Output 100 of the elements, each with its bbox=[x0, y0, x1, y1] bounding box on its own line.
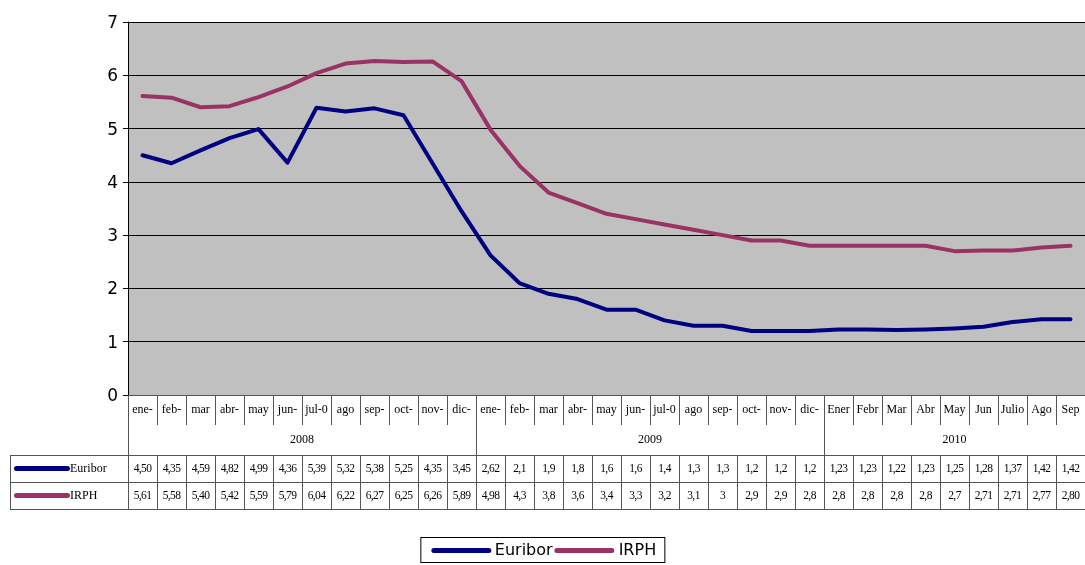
y-tick-label: 7 bbox=[107, 12, 118, 32]
data-label: 1,37 bbox=[1002, 461, 1023, 476]
x-tick-label: Ener bbox=[827, 402, 850, 416]
data-label: 4,35 bbox=[161, 461, 182, 476]
data-label: 1,2 bbox=[744, 461, 759, 476]
x-tick-label: Julio bbox=[1000, 402, 1025, 416]
y-tick-label: 2 bbox=[107, 278, 118, 299]
data-label: 3,1 bbox=[686, 488, 701, 503]
data-label: 2,80 bbox=[1060, 488, 1081, 503]
data-label: 3,3 bbox=[628, 488, 643, 503]
y-tick-label: 4 bbox=[107, 171, 118, 192]
data-label: 3,8 bbox=[541, 488, 556, 503]
x-tick-label: nov- bbox=[421, 402, 444, 416]
x-tick-label: Jun bbox=[975, 402, 992, 416]
data-label: 4,50 bbox=[132, 461, 153, 476]
x-tick-label: ene- bbox=[480, 402, 501, 416]
y-tick-label: 6 bbox=[107, 65, 118, 86]
data-label: 4,82 bbox=[219, 461, 240, 476]
data-label: 1,2 bbox=[802, 461, 817, 476]
data-label: 6,25 bbox=[393, 488, 414, 503]
data-label: 1,9 bbox=[541, 461, 556, 476]
x-tick-label: Febr bbox=[856, 402, 879, 416]
data-label: 5,42 bbox=[219, 488, 240, 503]
data-label: 3,6 bbox=[570, 488, 585, 503]
data-label: 4,59 bbox=[190, 461, 211, 476]
x-tick-label: jul-0 bbox=[304, 402, 328, 416]
data-label: 1,42 bbox=[1060, 461, 1081, 476]
data-label: 1,8 bbox=[570, 461, 585, 476]
data-label: 3,4 bbox=[599, 488, 615, 503]
data-label: 5,59 bbox=[248, 488, 269, 503]
data-label: 4,99 bbox=[248, 461, 269, 476]
x-tick-label: nov- bbox=[769, 402, 792, 416]
data-label: 1,28 bbox=[973, 461, 994, 476]
x-tick-label: oct- bbox=[742, 402, 761, 416]
x-tick-label: dic- bbox=[452, 402, 471, 416]
data-label: 3,45 bbox=[451, 461, 472, 476]
x-tick-label: jun- bbox=[276, 402, 298, 416]
data-label: 5,58 bbox=[161, 488, 182, 503]
data-label: 1,2 bbox=[773, 461, 788, 476]
x-tick-label: oct- bbox=[394, 402, 413, 416]
data-label: 2,8 bbox=[889, 488, 904, 503]
legend-label: Euribor bbox=[70, 460, 108, 477]
text: 2010 bbox=[941, 431, 968, 448]
data-label: 5,38 bbox=[364, 461, 385, 476]
text: IRPH bbox=[618, 540, 657, 559]
data-label: 3 bbox=[718, 488, 727, 503]
y-tick-label: 5 bbox=[107, 118, 118, 139]
data-label: 1,4 bbox=[657, 461, 673, 476]
x-tick-label: may bbox=[596, 402, 617, 416]
data-label: 1,42 bbox=[1031, 461, 1052, 476]
data-label: 6,26 bbox=[422, 488, 443, 503]
x-tick-label: abr- bbox=[567, 402, 588, 416]
x-tick-label: jun- bbox=[624, 402, 646, 416]
data-label: 2,9 bbox=[773, 488, 788, 503]
x-tick-label: Mar bbox=[886, 402, 907, 416]
data-label: 2,71 bbox=[1002, 488, 1023, 503]
data-label: 1,23 bbox=[828, 461, 849, 476]
data-label: 6,27 bbox=[364, 488, 385, 503]
data-label: 6,22 bbox=[335, 488, 356, 503]
data-label: 5,25 bbox=[393, 461, 414, 476]
x-tick-label: ago bbox=[684, 402, 703, 416]
x-tick-label: dic- bbox=[800, 402, 819, 416]
data-label: 4,35 bbox=[422, 461, 443, 476]
text: Euribor bbox=[494, 540, 553, 559]
legend-label: IRPH bbox=[70, 487, 99, 504]
x-tick-label: abr- bbox=[219, 402, 240, 416]
data-label: 2,8 bbox=[918, 488, 933, 503]
data-label: 2,9 bbox=[744, 488, 759, 503]
y-tick-label: 1 bbox=[107, 331, 118, 352]
x-tick-label: feb- bbox=[509, 402, 530, 416]
y-tick-label: 3 bbox=[107, 225, 118, 246]
data-label: 2,62 bbox=[480, 461, 501, 476]
data-label: 4,3 bbox=[512, 488, 527, 503]
line-series bbox=[140, 105, 1073, 334]
text: 2009 bbox=[637, 431, 663, 448]
data-label: 2,8 bbox=[802, 488, 817, 503]
data-label: 5,61 bbox=[132, 488, 153, 503]
x-tick-label: sep- bbox=[364, 402, 385, 416]
data-label: 2,8 bbox=[860, 488, 875, 503]
data-label: 5,32 bbox=[335, 461, 356, 476]
x-tick-label: feb- bbox=[161, 402, 182, 416]
x-tick-label: ene- bbox=[132, 402, 153, 416]
data-label: 1,22 bbox=[886, 461, 907, 476]
data-label: 2,8 bbox=[831, 488, 846, 503]
y-tick-label: 0 bbox=[107, 385, 118, 405]
data-label: 2,77 bbox=[1031, 488, 1052, 503]
x-tick-label: may bbox=[248, 402, 269, 416]
x-tick-label: jul-0 bbox=[652, 402, 676, 416]
x-tick-label: mar bbox=[191, 402, 210, 416]
data-label: 5,79 bbox=[277, 488, 298, 503]
data-label: 1,23 bbox=[857, 461, 878, 476]
text: 2008 bbox=[289, 431, 315, 448]
data-label: 1,6 bbox=[628, 461, 643, 476]
data-label: 3,2 bbox=[657, 488, 672, 503]
data-label: 4,98 bbox=[480, 488, 501, 503]
data-label: 5,89 bbox=[451, 488, 472, 503]
data-label: 2,7 bbox=[947, 488, 962, 503]
data-label: 6,04 bbox=[306, 488, 327, 503]
data-label: 2,71 bbox=[973, 488, 994, 503]
data-label: 1,3 bbox=[715, 461, 730, 476]
